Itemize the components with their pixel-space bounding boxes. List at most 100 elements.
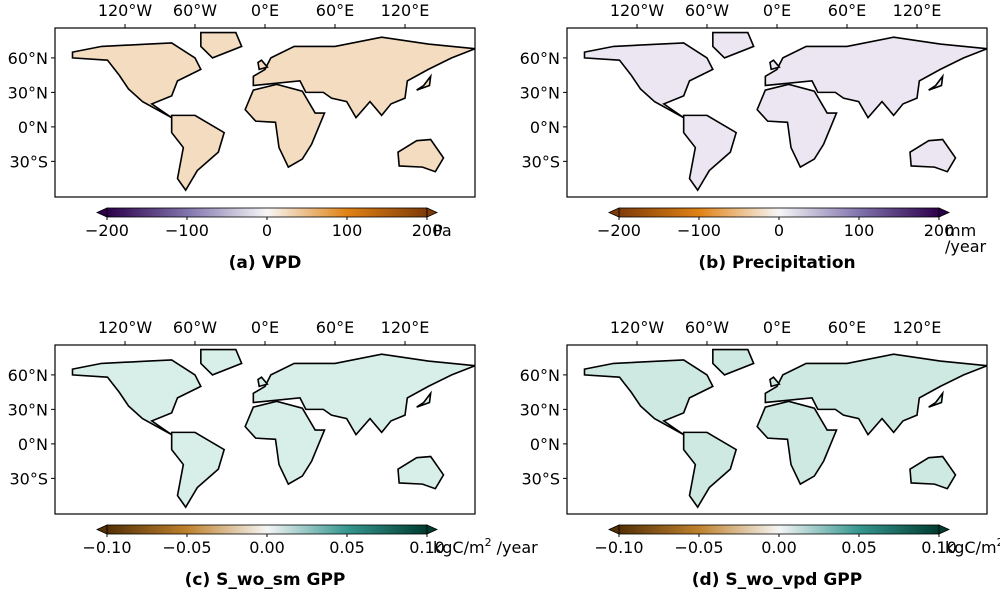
x-tick-label: 120°E	[381, 318, 430, 337]
land	[397, 455, 445, 490]
colorbar	[618, 524, 940, 535]
x-tick-label: 0°E	[763, 318, 791, 337]
colorbar-tick-label: 0.10	[409, 538, 445, 557]
land	[583, 42, 714, 119]
land	[397, 138, 445, 173]
y-tick-label: 0°N	[530, 435, 560, 454]
panel-caption: (c) S_wo_sm GPP	[185, 570, 346, 590]
x-tick-label: 60°W	[685, 1, 729, 20]
x-tick-label: 120°E	[893, 318, 942, 337]
land	[682, 431, 738, 509]
y-tick-label: 60°N	[8, 49, 48, 68]
colorbar-unit: mm/year	[945, 221, 987, 256]
x-tick-label: 60°E	[316, 1, 354, 20]
y-tick-label: 30°N	[520, 83, 560, 102]
panel-caption: (d) S_wo_vpd GPP	[692, 570, 862, 590]
colorbar-tick-label: −200	[85, 221, 129, 240]
unit-part: /year	[492, 538, 539, 557]
x-tick-label: 120°W	[98, 1, 153, 20]
land	[257, 59, 269, 71]
x-tick-label: 120°W	[610, 1, 665, 20]
unit-part: /year	[945, 237, 987, 256]
y-tick-label: 30°S	[521, 152, 560, 171]
colorbar-extend	[608, 524, 620, 535]
colorbar-tick-label: 0	[774, 221, 784, 240]
colorbar-tick-label: 0	[262, 221, 272, 240]
colorbar-tick-label: 100	[844, 221, 875, 240]
x-tick-label: 60°W	[173, 1, 217, 20]
y-tick-label: 0°N	[18, 118, 48, 137]
land	[682, 114, 738, 192]
colorbar-tick-label: −0.05	[674, 538, 723, 557]
x-tick-label: 60°E	[828, 318, 866, 337]
colorbar-extend	[938, 207, 950, 218]
land	[257, 376, 269, 388]
land	[200, 348, 243, 376]
colorbar-tick-label: −0.05	[162, 538, 211, 557]
colorbar-tick-label: 100	[332, 221, 363, 240]
colorbar-extend	[938, 524, 950, 535]
land	[712, 348, 755, 376]
unit-part: mm	[945, 221, 976, 240]
y-tick-label: 30°S	[9, 152, 48, 171]
land	[769, 59, 781, 71]
land	[712, 31, 755, 59]
colorbar	[106, 207, 428, 218]
y-tick-label: 60°N	[520, 366, 560, 385]
colorbar-extend	[96, 524, 108, 535]
y-tick-label: 30°S	[9, 469, 48, 488]
y-tick-label: 30°N	[520, 400, 560, 419]
x-tick-label: 120°E	[893, 1, 942, 20]
unit-part: kgC/m	[945, 538, 997, 557]
unit-part: kgC/m	[433, 538, 485, 557]
land	[769, 376, 781, 388]
x-tick-label: 0°E	[251, 318, 279, 337]
colorbar-extend	[426, 524, 438, 535]
y-tick-label: 30°S	[521, 469, 560, 488]
x-tick-label: 60°W	[685, 318, 729, 337]
map-panel: 120°W 60°W 0°E 60°E 120°E 60°N 30°N 0°N 30°S	[520, 1, 988, 198]
colorbar-tick-label: −0.10	[82, 538, 131, 557]
panel-caption: (b) Precipitation	[698, 253, 855, 273]
land	[170, 431, 226, 509]
x-tick-label: 120°W	[610, 318, 665, 337]
land	[200, 31, 243, 59]
colorbar-tick-label: −100	[677, 221, 721, 240]
map-panel: 120°W 60°W 0°E 60°E 120°E 60°N 30°N 0°N 30°S	[520, 318, 988, 515]
unit-part: Pa	[433, 221, 452, 240]
y-tick-label: 60°N	[520, 49, 560, 68]
colorbar-tick-label: −0.10	[594, 538, 643, 557]
map-panel: 120°W 60°W 0°E 60°E 120°E 60°N 30°N 0°N 30°S	[8, 1, 476, 198]
colorbar-unit: Pa	[433, 221, 452, 240]
y-tick-label: 30°N	[8, 83, 48, 102]
x-tick-label: 0°E	[763, 1, 791, 20]
colorbar-extend	[426, 207, 438, 218]
colorbar-extend	[96, 207, 108, 218]
x-tick-label: 120°E	[381, 1, 430, 20]
panel-caption: (a) VPD	[229, 253, 302, 273]
land	[244, 400, 326, 486]
land	[416, 73, 432, 91]
land	[170, 114, 226, 192]
land	[583, 359, 714, 436]
colorbar-unit: kgC/m2 /year	[945, 536, 1000, 557]
x-tick-label: 60°E	[828, 1, 866, 20]
colorbar	[106, 524, 428, 535]
x-tick-label: 0°E	[251, 1, 279, 20]
colorbar-tick-label: 0.00	[761, 538, 797, 557]
y-tick-label: 30°N	[8, 400, 48, 419]
land	[764, 36, 988, 120]
land	[928, 390, 944, 408]
colorbar-tick-label: 0.05	[841, 538, 877, 557]
land	[252, 353, 476, 437]
x-tick-label: 60°E	[316, 318, 354, 337]
unit-part: 2	[997, 536, 1000, 549]
land	[909, 455, 957, 490]
land	[71, 42, 202, 119]
y-tick-label: 0°N	[18, 435, 48, 454]
colorbar-extend	[608, 207, 620, 218]
land	[909, 138, 957, 173]
colorbar-tick-label: −200	[597, 221, 641, 240]
land	[252, 36, 476, 120]
